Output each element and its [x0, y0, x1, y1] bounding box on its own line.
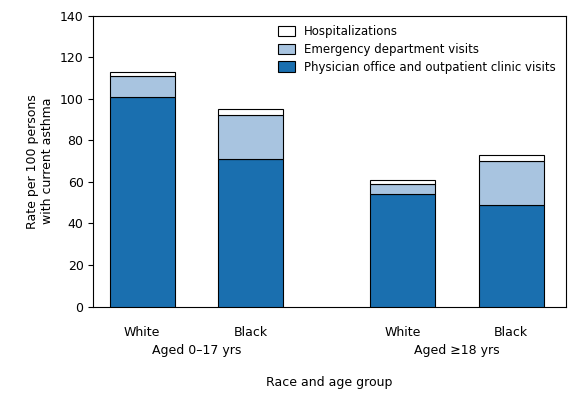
Text: Aged 0–17 yrs: Aged 0–17 yrs — [152, 344, 241, 357]
Bar — [218, 116, 283, 159]
Text: Black: Black — [494, 326, 528, 339]
Bar — [370, 184, 436, 195]
Bar — [110, 72, 175, 76]
Bar — [370, 195, 436, 307]
Bar — [110, 76, 175, 97]
Bar — [218, 109, 283, 116]
Text: Race and age group: Race and age group — [266, 376, 392, 389]
Bar — [479, 205, 544, 307]
Bar — [479, 161, 544, 205]
Bar — [110, 97, 175, 307]
Text: Black: Black — [234, 326, 268, 339]
Bar — [479, 155, 544, 161]
Text: White: White — [124, 326, 160, 339]
Legend: Hospitalizations, Emergency department visits, Physician office and outpatient c: Hospitalizations, Emergency department v… — [275, 22, 560, 77]
Y-axis label: Rate per 100 persons
with current asthma: Rate per 100 persons with current asthma — [26, 94, 54, 228]
Bar — [370, 180, 436, 184]
Text: Aged ≥18 yrs: Aged ≥18 yrs — [414, 344, 500, 357]
Text: White: White — [384, 326, 421, 339]
Bar — [218, 159, 283, 307]
